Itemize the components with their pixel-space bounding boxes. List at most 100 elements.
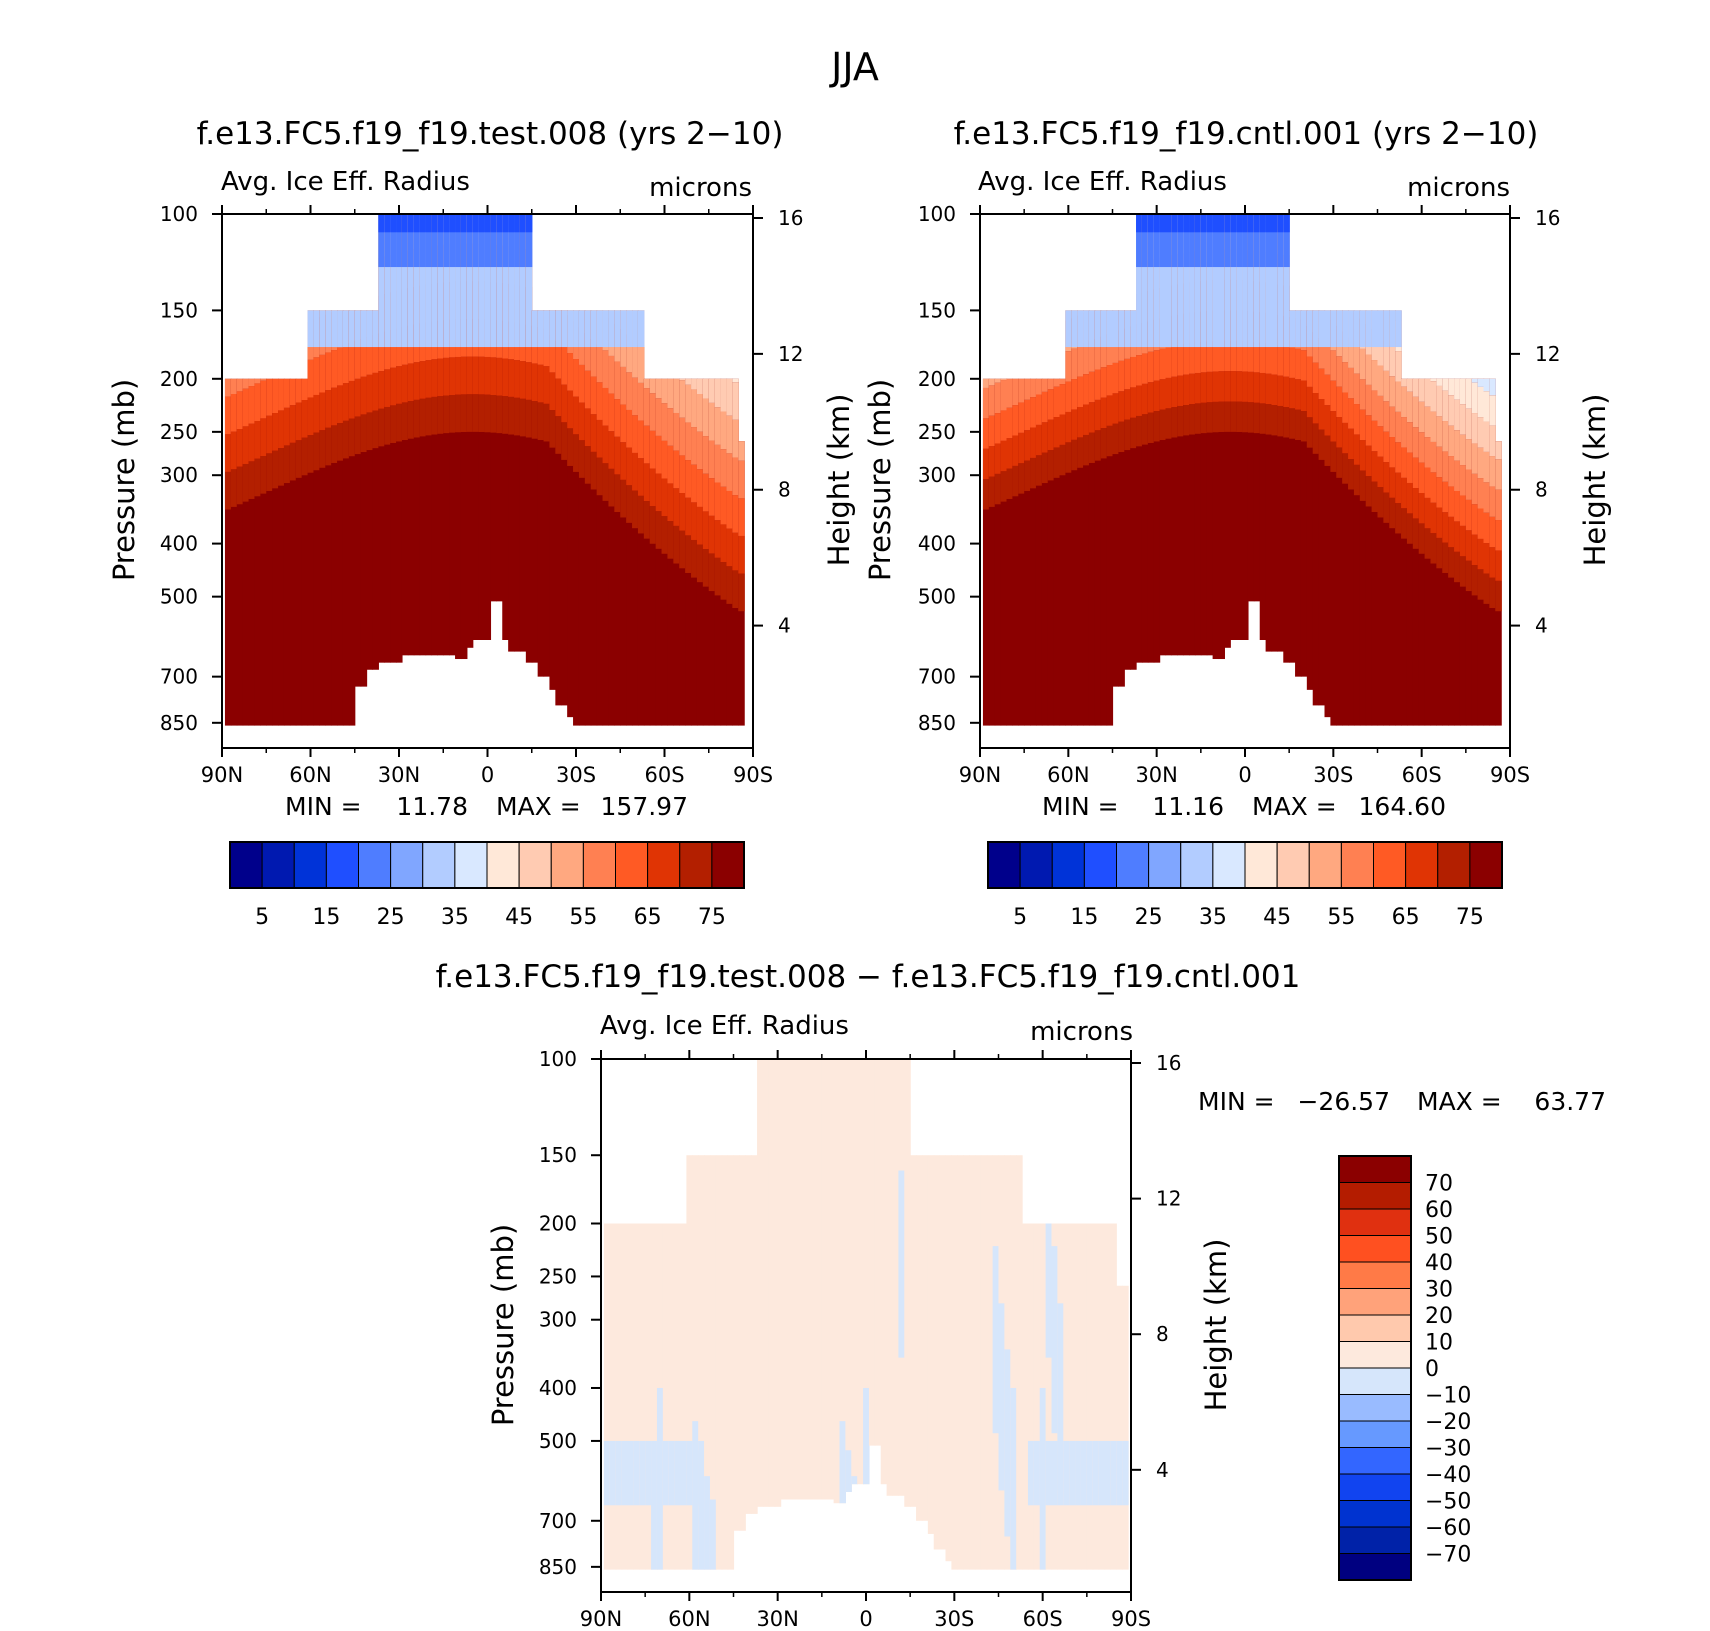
contour-band: [567, 390, 574, 429]
contour-band: [988, 385, 996, 416]
contour-band: [1206, 214, 1214, 348]
contour-band: [1489, 516, 1496, 548]
contour-band: [437, 396, 444, 434]
contour-band: [649, 506, 657, 544]
contour-band: [466, 214, 474, 233]
contour-band: [1483, 512, 1490, 544]
contour-band: [283, 378, 291, 408]
contour-band: [1348, 310, 1355, 348]
contour-band: [1124, 310, 1131, 348]
contour-band: [1035, 455, 1043, 486]
contour-band: [1365, 445, 1373, 477]
contour-band: [633, 1440, 640, 1506]
contour-band: [378, 371, 385, 409]
contour-band: [301, 378, 309, 726]
contour-band: [1112, 362, 1119, 394]
contour-band: [609, 1440, 617, 1506]
contour-band: [1459, 465, 1467, 496]
contour-field: [224, 214, 745, 726]
contour-band: [1459, 495, 1467, 526]
contour-band: [1289, 377, 1296, 409]
y-tick-label: 100: [918, 202, 956, 226]
contour-band: [645, 1223, 652, 1570]
contour-band: [1006, 378, 1013, 726]
contour-band: [401, 214, 409, 268]
contour-band: [236, 466, 244, 505]
contour-band: [561, 422, 568, 460]
colorbar-label: 25: [1135, 905, 1163, 930]
contour-band: [1218, 340, 1225, 372]
contour-band: [609, 1223, 617, 1570]
contour-band: [1100, 428, 1108, 459]
contour-band: [584, 446, 592, 484]
contour-band: [519, 398, 527, 437]
contour-band: [614, 361, 621, 400]
contour-band: [1212, 341, 1220, 372]
contour-band: [1483, 391, 1490, 422]
contour-band: [443, 214, 450, 348]
contour-band: [1495, 459, 1502, 490]
contour-band: [1371, 310, 1379, 348]
contour-band: [1348, 398, 1355, 429]
contour-band: [994, 473, 1002, 505]
contour-band: [992, 1246, 1000, 1434]
contour-band: [668, 1223, 676, 1570]
contour-band: [974, 1155, 982, 1570]
contour-band: [384, 214, 391, 268]
colorbar-label: 65: [1392, 905, 1420, 930]
contour-band: [514, 360, 521, 398]
contour-band: [1454, 460, 1461, 491]
contour-band: [1459, 525, 1467, 557]
contour-band: [455, 214, 462, 268]
contour-band: [1495, 520, 1502, 551]
contour-band: [354, 341, 362, 379]
contour-band: [1353, 404, 1361, 435]
contour-band: [1477, 417, 1485, 448]
contour-band: [714, 520, 722, 558]
contour-band: [691, 502, 698, 540]
contour-band: [751, 1155, 758, 1514]
contour-band: [1412, 457, 1420, 489]
contour-band: [1153, 350, 1161, 381]
x-tick-label: 60S: [1402, 763, 1442, 787]
contour-band: [1083, 310, 1090, 726]
contour-band: [745, 1155, 752, 1514]
contour-band: [372, 310, 379, 348]
contour-band: [1045, 1223, 1053, 1358]
contour-band: [1271, 344, 1278, 375]
contour-band: [614, 436, 621, 475]
contour-band: [254, 458, 261, 497]
contour-band: [490, 394, 497, 433]
contour-band: [531, 401, 539, 439]
contour-band: [680, 1223, 687, 1570]
contour-band: [1194, 214, 1202, 656]
contour-band: [1242, 341, 1249, 372]
contour-band: [1442, 451, 1449, 482]
contour-band: [573, 434, 580, 472]
contour-band: [372, 310, 379, 670]
contour-band: [1377, 310, 1384, 726]
contour-band: [1430, 502, 1437, 534]
contour-band: [490, 214, 497, 348]
contour-band: [1483, 378, 1490, 392]
x-tick-label: 30N: [378, 763, 420, 787]
contour-band: [603, 1440, 611, 1506]
contour-band: [886, 1059, 894, 1496]
contour-band: [1136, 214, 1143, 233]
contour-band: [720, 378, 728, 412]
contour-band: [1118, 421, 1125, 453]
colorbar-swatch: [1212, 841, 1246, 889]
contour-band: [266, 453, 273, 491]
contour-band: [1253, 372, 1261, 403]
y-tick-label: 850: [918, 711, 956, 735]
contour-band: [319, 310, 326, 726]
contour-band: [982, 378, 990, 726]
contour-band: [994, 413, 1002, 444]
contour-band: [1094, 310, 1102, 726]
contour-band: [1006, 407, 1013, 439]
contour-band: [1206, 214, 1214, 656]
contour-band: [1418, 492, 1426, 524]
contour-band: [549, 410, 556, 448]
colorbar-swatch: [261, 841, 295, 889]
contour-band: [632, 415, 639, 453]
